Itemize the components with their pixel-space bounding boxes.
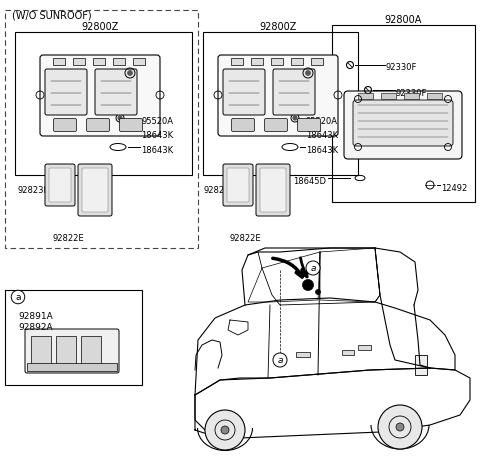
Bar [133, 58, 145, 65]
Bar [56, 336, 76, 364]
Bar [31, 336, 51, 364]
FancyBboxPatch shape [45, 164, 75, 206]
Text: 92891A: 92891A [18, 312, 53, 321]
Text: 18645D: 18645D [293, 177, 326, 186]
Bar [5, 10, 198, 248]
FancyArrowPatch shape [273, 258, 302, 277]
Bar [427, 93, 442, 99]
Text: 12492: 12492 [441, 184, 467, 193]
Text: 92892A: 92892A [18, 323, 53, 332]
Circle shape [128, 71, 132, 75]
Bar [311, 58, 323, 65]
FancyBboxPatch shape [95, 69, 137, 115]
FancyBboxPatch shape [40, 55, 160, 136]
Bar [27, 363, 117, 371]
Text: 18643K: 18643K [141, 131, 173, 140]
FancyBboxPatch shape [218, 55, 338, 136]
Bar [358, 93, 373, 99]
FancyBboxPatch shape [273, 69, 315, 115]
Text: a: a [15, 292, 21, 301]
FancyBboxPatch shape [223, 69, 265, 115]
Bar [15, 32, 192, 175]
Bar [358, 345, 371, 350]
Circle shape [205, 410, 245, 450]
Text: 92823D: 92823D [18, 186, 51, 194]
FancyBboxPatch shape [260, 168, 286, 212]
FancyArrowPatch shape [300, 258, 307, 277]
Text: 92330F: 92330F [386, 64, 418, 73]
Bar [291, 58, 303, 65]
Bar [231, 58, 243, 65]
Circle shape [378, 405, 422, 449]
Bar [53, 58, 65, 65]
Text: a: a [310, 264, 316, 272]
Circle shape [305, 71, 311, 75]
Text: 92800Z: 92800Z [81, 22, 119, 32]
Bar [251, 58, 263, 65]
Bar [332, 25, 475, 202]
Text: 95520A: 95520A [141, 117, 173, 126]
Bar [73, 58, 85, 65]
FancyBboxPatch shape [25, 329, 119, 373]
FancyBboxPatch shape [223, 164, 253, 206]
Bar [203, 32, 358, 175]
FancyBboxPatch shape [256, 164, 290, 216]
Bar [415, 355, 427, 375]
Text: 92822E: 92822E [229, 233, 261, 243]
Text: 92800A: 92800A [384, 15, 422, 25]
Circle shape [302, 279, 313, 291]
FancyBboxPatch shape [353, 100, 453, 146]
Text: 92330F: 92330F [396, 88, 427, 98]
Circle shape [315, 290, 321, 294]
Bar [5, 290, 142, 385]
FancyBboxPatch shape [86, 119, 109, 132]
Bar [113, 58, 125, 65]
FancyBboxPatch shape [53, 119, 76, 132]
Circle shape [293, 116, 297, 120]
Bar [81, 336, 101, 364]
Text: 18643K: 18643K [141, 146, 173, 154]
FancyBboxPatch shape [45, 69, 87, 115]
Circle shape [118, 116, 122, 120]
Text: (W/O SUNROOF): (W/O SUNROOF) [12, 10, 92, 20]
Bar [381, 93, 396, 99]
Bar [271, 58, 283, 65]
FancyBboxPatch shape [227, 168, 249, 202]
FancyBboxPatch shape [231, 119, 254, 132]
Text: 18643K: 18643K [306, 146, 338, 154]
Text: 92800Z: 92800Z [259, 22, 297, 32]
FancyBboxPatch shape [120, 119, 143, 132]
FancyBboxPatch shape [298, 119, 321, 132]
FancyBboxPatch shape [344, 91, 462, 159]
Text: 92822E: 92822E [52, 233, 84, 243]
FancyBboxPatch shape [49, 168, 71, 202]
Text: a: a [277, 356, 283, 365]
Circle shape [396, 423, 404, 431]
Bar [93, 58, 105, 65]
FancyBboxPatch shape [264, 119, 288, 132]
Text: 92823D: 92823D [204, 186, 237, 194]
Text: 95520A: 95520A [306, 117, 338, 126]
FancyBboxPatch shape [82, 168, 108, 212]
Circle shape [221, 426, 229, 434]
FancyBboxPatch shape [78, 164, 112, 216]
Bar [296, 352, 310, 357]
Text: 18643K: 18643K [306, 131, 338, 140]
Bar [404, 93, 419, 99]
Bar [342, 350, 354, 355]
